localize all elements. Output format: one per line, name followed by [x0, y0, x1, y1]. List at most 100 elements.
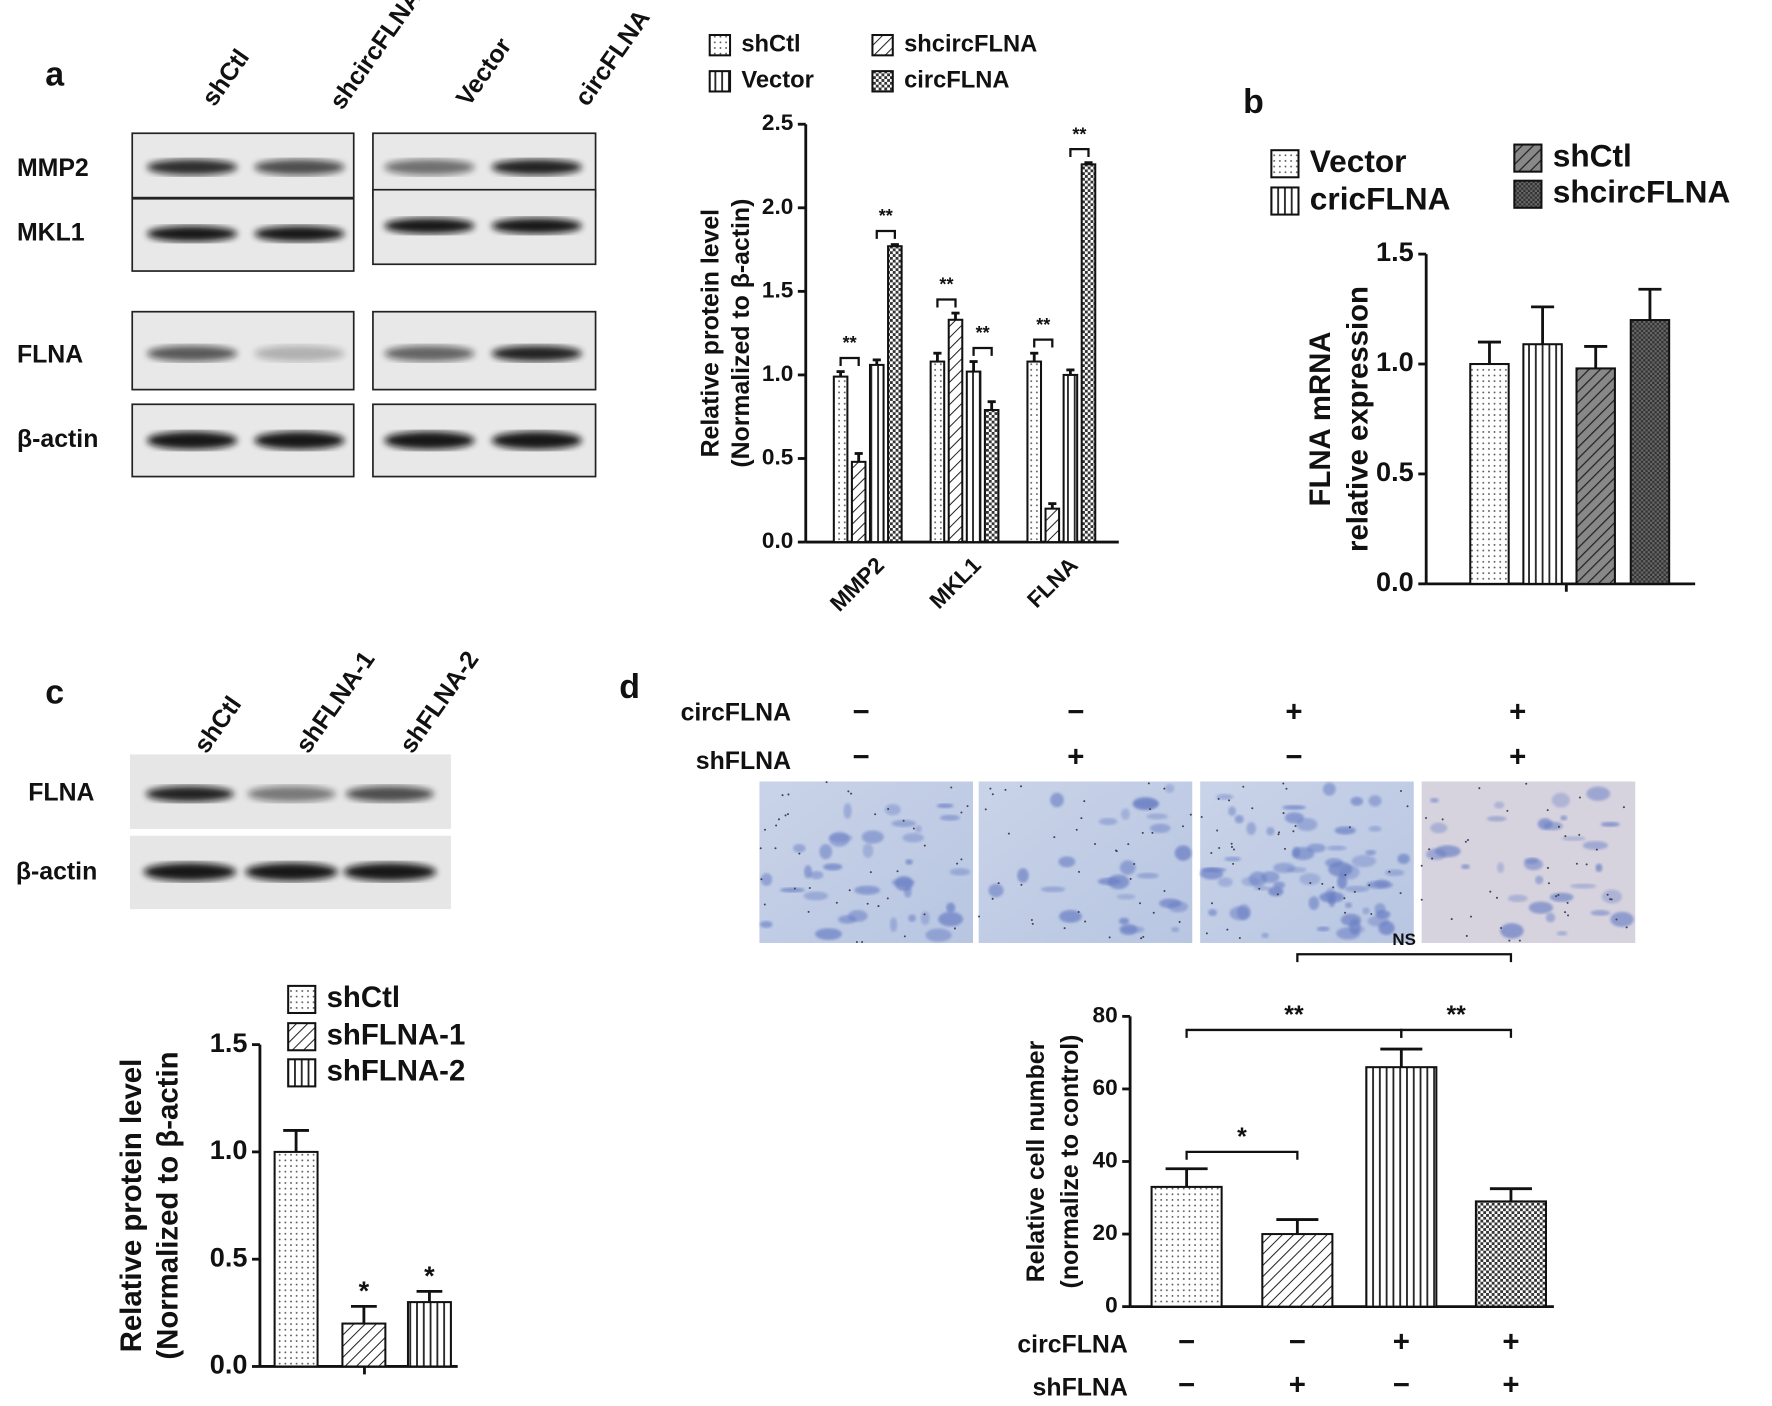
pore — [1189, 813, 1192, 816]
cell — [1344, 885, 1370, 893]
legend-label: shcircFLNA — [904, 31, 1037, 57]
pore — [1232, 862, 1235, 865]
blot-lane-label: shFLNA-2 — [395, 647, 484, 759]
cell — [1208, 909, 1218, 917]
condition-name: shFLNA — [1033, 1375, 1128, 1402]
pore — [1344, 911, 1347, 914]
cell — [1119, 923, 1138, 936]
significance-label: ** — [843, 333, 858, 353]
cell — [1524, 858, 1543, 871]
condition-mark: − — [1178, 1369, 1195, 1402]
pore — [835, 901, 838, 904]
cell — [1610, 911, 1634, 928]
pore — [1276, 893, 1279, 896]
pore — [977, 915, 981, 918]
cell — [908, 914, 917, 922]
panel-label: a — [45, 56, 65, 94]
cell — [1345, 902, 1353, 909]
blot-band — [491, 431, 583, 450]
legend-label: shCtl — [1553, 137, 1632, 173]
cell — [925, 928, 952, 942]
cell — [1497, 862, 1505, 874]
cell — [1366, 880, 1393, 889]
pore — [848, 889, 851, 892]
cell — [1133, 798, 1160, 809]
pore — [787, 793, 790, 796]
pore — [1077, 910, 1080, 914]
pore — [1466, 839, 1469, 842]
cell — [1017, 868, 1029, 883]
pore — [1108, 936, 1111, 939]
cell — [1200, 867, 1227, 873]
cell — [1217, 877, 1233, 887]
legend-label: shCtl — [741, 31, 800, 57]
cell — [939, 814, 960, 821]
cell — [861, 830, 884, 844]
cell — [1461, 864, 1470, 870]
cell — [1429, 797, 1439, 803]
cell — [1351, 854, 1377, 868]
cell — [1328, 861, 1353, 877]
legend-swatch — [287, 1022, 317, 1052]
pore — [887, 808, 890, 811]
y-axis-label: (normalize to control) — [1057, 1035, 1084, 1289]
pore — [923, 913, 926, 916]
blot-row-label: FLNA — [28, 779, 94, 806]
pore — [1353, 890, 1356, 893]
cell — [1595, 863, 1603, 873]
cell — [1561, 836, 1586, 841]
cell — [838, 915, 857, 924]
pore — [793, 887, 796, 890]
pore — [1238, 936, 1241, 939]
significance-label: ** — [1284, 1002, 1304, 1029]
cell — [938, 911, 964, 927]
pore — [1133, 862, 1136, 865]
cell — [760, 873, 773, 886]
pore — [1464, 840, 1467, 843]
pore — [1163, 787, 1166, 790]
legend-label: Vector — [741, 68, 814, 94]
x-tick-label: MKL1 — [925, 552, 986, 613]
cell — [862, 843, 874, 859]
pore — [1007, 832, 1010, 835]
blot-lane-label: Vector — [452, 33, 518, 111]
blot-row-label: MKL1 — [17, 219, 85, 246]
cell — [905, 859, 913, 865]
blot-row-label: MMP2 — [17, 155, 89, 182]
pore — [808, 886, 811, 890]
cell — [1116, 893, 1136, 900]
pore — [991, 793, 994, 796]
y-tick-label: 60 — [1093, 1075, 1118, 1100]
condition-mark: + — [1502, 1369, 1519, 1402]
pore — [1151, 831, 1154, 834]
pore — [1230, 845, 1233, 848]
cell — [1507, 894, 1528, 903]
cell — [1167, 901, 1189, 913]
panel-label: d — [619, 668, 640, 706]
legend-swatch — [1270, 186, 1300, 216]
pore — [1399, 790, 1403, 793]
cell — [1537, 818, 1553, 830]
legend-label: cricFLNA — [1310, 180, 1451, 216]
significance-bracket — [972, 346, 993, 356]
bar — [1474, 1200, 1547, 1308]
pore — [784, 814, 787, 817]
pore — [1399, 892, 1402, 895]
blot-band — [254, 225, 345, 242]
cell — [1384, 869, 1405, 877]
significance-label: ** — [1446, 1002, 1466, 1029]
significance-label: ** — [976, 323, 991, 343]
condition-mark: + — [1509, 741, 1526, 774]
pore — [1478, 787, 1481, 790]
bar — [983, 409, 1000, 544]
pore — [1441, 818, 1444, 821]
pore — [1370, 912, 1373, 915]
cell — [1397, 853, 1410, 864]
pore — [1283, 847, 1286, 850]
y-tick-label: 1.0 — [210, 1134, 248, 1165]
pore — [1127, 843, 1130, 846]
blot-lane-label: shCtl — [189, 692, 247, 758]
blot-row-label: FLNA — [17, 341, 83, 368]
cell — [914, 825, 922, 833]
